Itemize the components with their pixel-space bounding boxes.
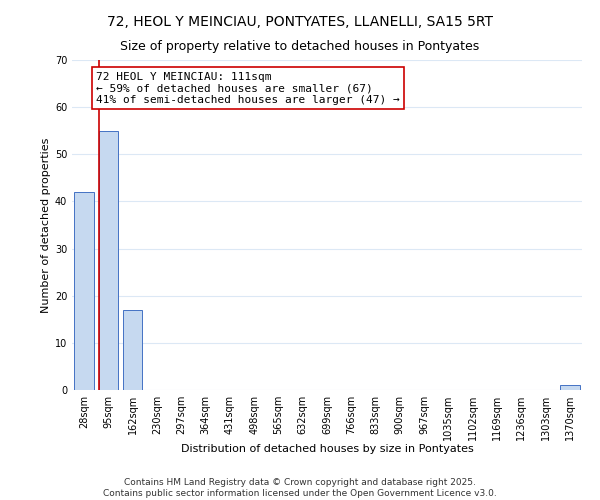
Bar xyxy=(99,130,118,390)
Bar xyxy=(123,310,142,390)
Bar xyxy=(560,386,580,390)
Text: Size of property relative to detached houses in Pontyates: Size of property relative to detached ho… xyxy=(121,40,479,53)
Text: 72 HEOL Y MEINCIAU: 111sqm
← 59% of detached houses are smaller (67)
41% of semi: 72 HEOL Y MEINCIAU: 111sqm ← 59% of deta… xyxy=(96,72,400,105)
Bar xyxy=(74,192,94,390)
X-axis label: Distribution of detached houses by size in Pontyates: Distribution of detached houses by size … xyxy=(181,444,473,454)
Text: Contains HM Land Registry data © Crown copyright and database right 2025.
Contai: Contains HM Land Registry data © Crown c… xyxy=(103,478,497,498)
Text: 72, HEOL Y MEINCIAU, PONTYATES, LLANELLI, SA15 5RT: 72, HEOL Y MEINCIAU, PONTYATES, LLANELLI… xyxy=(107,15,493,29)
Y-axis label: Number of detached properties: Number of detached properties xyxy=(41,138,50,312)
